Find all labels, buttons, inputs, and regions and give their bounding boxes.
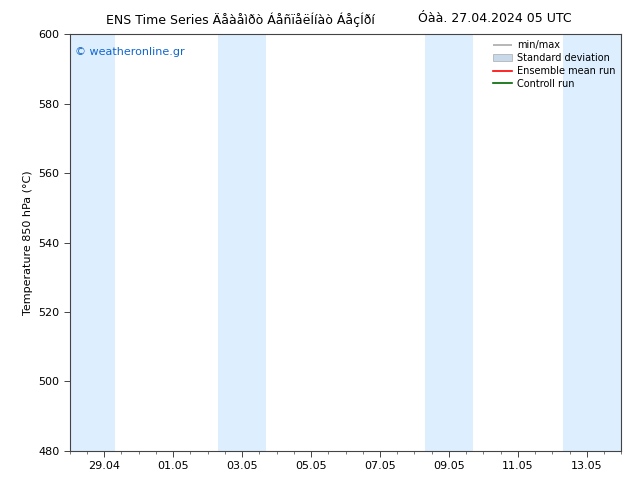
Text: ENS Time Series Äåàåìðò ÁåñïåëÍíàò ÁåçÍðí: ENS Time Series Äåàåìðò ÁåñïåëÍíàò ÁåçÍð…: [107, 12, 375, 27]
Text: Óàà. 27.04.2024 05 UTC: Óàà. 27.04.2024 05 UTC: [418, 12, 571, 25]
Y-axis label: Temperature 850 hPa (°C): Temperature 850 hPa (°C): [23, 170, 32, 315]
Bar: [563, 34, 621, 451]
Bar: [70, 34, 115, 451]
Bar: [218, 34, 266, 451]
Bar: [425, 34, 473, 451]
Text: © weatheronline.gr: © weatheronline.gr: [75, 47, 185, 57]
Legend: min/max, Standard deviation, Ensemble mean run, Controll run: min/max, Standard deviation, Ensemble me…: [489, 36, 619, 93]
